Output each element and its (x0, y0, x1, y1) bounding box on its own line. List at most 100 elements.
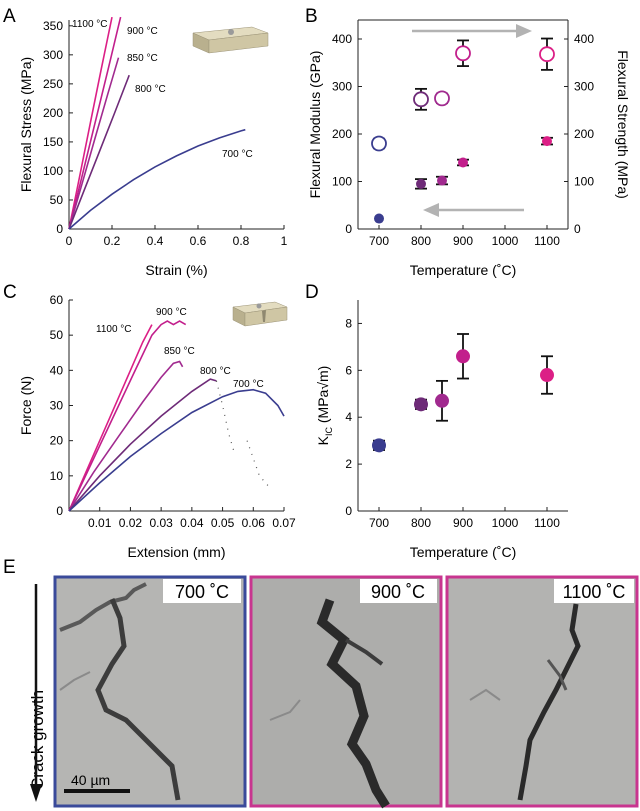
notched-specimen-icon (232, 301, 288, 327)
y-tick-label-a: 350 (43, 19, 63, 33)
y-tick-label-d: 6 (345, 363, 352, 377)
arrow-left-head (423, 203, 439, 217)
scale-bar (64, 789, 130, 793)
y-tick-label-a: 250 (43, 77, 63, 91)
series-line-c (215, 380, 236, 455)
x-tick-label-c: 0.07 (272, 516, 296, 530)
chart-a: 0 0.2 0.4 0.6 0.8 1 0 50 100 150 200 250 300 350 Strai… (18, 16, 288, 278)
y-tick-label-a: 200 (43, 106, 63, 120)
y2-tick-label-b: 100 (574, 175, 594, 189)
x-axis-label-b: Temperature (˚C) (410, 262, 517, 278)
y-tick-label-c: 40 (50, 363, 64, 377)
series-line-c (246, 440, 273, 491)
y-tick-label-b: 100 (332, 175, 352, 189)
y2-tick-label-b: 400 (574, 32, 594, 46)
y-tick-label-c: 60 (50, 293, 64, 307)
x-tick-label-a: 0.6 (190, 234, 207, 248)
x-tick-label-a: 0.2 (104, 234, 121, 248)
x-axis-label-a: Strain (%) (145, 262, 207, 278)
data-point (416, 178, 426, 189)
panel-letter-b: B (305, 6, 318, 27)
x-tick-label-c: 0.05 (211, 516, 235, 530)
y-tick-label-c: 20 (50, 434, 64, 448)
x-axis-label-d: Temperature (˚C) (410, 544, 517, 560)
data-point (372, 438, 386, 453)
data-point-open (413, 91, 429, 108)
panel-e: Crack growth 700 ˚C 40 µm 900 ˚C (28, 575, 639, 809)
panel-letter-c: C (3, 282, 17, 303)
chart-d: 700 800 900 1000 1100 0 2 4 6 8 Temperature (˚C) KI… (315, 300, 568, 560)
series-line-a (68, 128, 246, 230)
y-tick-label-a: 50 (50, 193, 64, 207)
data-point (437, 175, 447, 186)
series-label-c: 900 °C (156, 307, 187, 318)
series-line-c (68, 324, 153, 512)
micrograph-label-1100: 1100 ˚C (563, 582, 626, 602)
crack-growth-label: Crack growth (28, 690, 47, 790)
series-label-c: 850 °C (164, 346, 195, 357)
series-label-c: 1100 °C (96, 324, 132, 335)
series-line-c (68, 360, 184, 512)
x-tick-label-a: 0.4 (147, 234, 164, 248)
y-tick-label-b: 300 (332, 80, 352, 94)
y-tick-label-d: 4 (345, 410, 352, 424)
series-line-c (68, 378, 217, 512)
x-tick-label-d: 800 (411, 516, 431, 530)
y-axis-label-b: Flexural Modulus (GPa) (307, 51, 323, 199)
specimen-bar-icon (192, 26, 269, 54)
chart-b: 700 800 900 1000 1100 0 0 100 100 200 200 300 300 400… (307, 19, 631, 278)
x-tick-label-a: 0 (66, 234, 73, 248)
scale-bar-label: 40 µm (71, 772, 110, 788)
data-point (456, 349, 470, 364)
series-label-c: 700 °C (233, 379, 264, 390)
x-tick-label-d: 1100 (534, 516, 560, 530)
data-point-open (371, 135, 387, 152)
series-line-c (68, 320, 187, 512)
series-label-a: 850 °C (127, 53, 158, 64)
x-tick-label-a: 0.8 (233, 234, 250, 248)
y2-tick-label-b: 0 (574, 222, 581, 236)
y-tick-label-c: 0 (56, 504, 63, 518)
x-tick-label-d: 700 (369, 516, 389, 530)
data-point (435, 393, 449, 408)
micrograph-label-900: 900 ˚C (371, 582, 425, 602)
x-tick-label-c: 0.06 (242, 516, 266, 530)
y-tick-label-b: 400 (332, 32, 352, 46)
x-tick-label-c: 0.01 (88, 516, 112, 530)
x-tick-label-a: 1 (281, 234, 288, 248)
series-line-c (68, 388, 285, 512)
x-tick-label-d: 1000 (492, 516, 519, 530)
panel-letter-a: A (3, 6, 16, 27)
data-point (542, 136, 552, 147)
x-tick-label-b: 1000 (492, 234, 519, 248)
micrograph-1100: 1100 ˚C (445, 575, 639, 808)
data-point (540, 368, 554, 383)
y-tick-label-d: 0 (345, 504, 352, 518)
y-tick-label-a: 0 (56, 222, 63, 236)
y2-tick-label-b: 300 (574, 80, 594, 94)
chart-c: 0.01 0.02 0.03 0.04 0.05 0.06 0.07 0 10 20 30 40 50 6… (18, 293, 296, 560)
x-tick-label-b: 900 (453, 234, 473, 248)
data-point (414, 397, 428, 412)
data-point (458, 157, 468, 168)
y-tick-label-a: 100 (43, 164, 63, 178)
micrograph-label-700: 700 ˚C (175, 582, 229, 602)
y-tick-label-a: 300 (43, 48, 63, 62)
y-tick-label-b: 200 (332, 127, 352, 141)
y-tick-label-b: 0 (345, 222, 352, 236)
y-tick-label-c: 50 (50, 328, 64, 342)
x-axis-label-c: Extension (mm) (127, 544, 225, 560)
data-point-open (455, 45, 471, 62)
series-line-a (68, 74, 130, 230)
crack-growth-arrow-head (30, 784, 42, 802)
micrograph-700: 700 ˚C 40 µm (53, 575, 247, 808)
y2-axis-label-b: Flexural Strength (MPa) (615, 50, 631, 199)
data-point-open (434, 90, 450, 107)
series-label-a: 1100 °C (72, 19, 108, 30)
series-label-a: 800 °C (135, 84, 166, 95)
panel-letter-e: E (3, 557, 16, 578)
micrograph-900: 900 ˚C (249, 575, 443, 809)
x-tick-label-c: 0.04 (180, 516, 204, 530)
series-line-a (68, 16, 113, 230)
